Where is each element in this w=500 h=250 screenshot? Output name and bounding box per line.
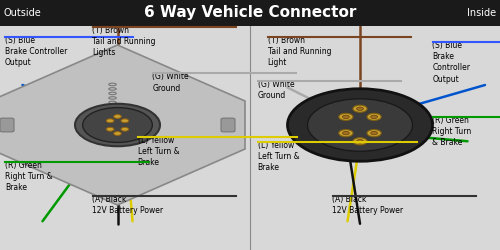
Circle shape <box>106 127 114 131</box>
Text: (S) Blue
Brake
Controller
Output: (S) Blue Brake Controller Output <box>432 41 470 84</box>
Text: (R) Green
Right Turn &
Brake: (R) Green Right Turn & Brake <box>5 161 52 192</box>
FancyBboxPatch shape <box>221 118 235 132</box>
Circle shape <box>356 107 364 110</box>
Text: (T) Brown
Tail and Running
Lights: (T) Brown Tail and Running Lights <box>92 26 156 58</box>
Circle shape <box>353 138 367 145</box>
Circle shape <box>339 130 353 137</box>
FancyBboxPatch shape <box>0 118 14 132</box>
Circle shape <box>114 114 122 118</box>
Circle shape <box>370 132 378 135</box>
Text: (L) Yellow
Left Turn &
Brake: (L) Yellow Left Turn & Brake <box>138 136 179 168</box>
Text: (S) Blue
Brake Controller
Output: (S) Blue Brake Controller Output <box>5 36 68 68</box>
Text: (R) Green
Right Turn
& Brake: (R) Green Right Turn & Brake <box>432 116 472 148</box>
Circle shape <box>342 132 349 135</box>
Text: (G) White
Ground: (G) White Ground <box>258 80 294 100</box>
Circle shape <box>121 127 128 131</box>
Circle shape <box>342 115 349 118</box>
Text: (A) Black
12V Battery Power: (A) Black 12V Battery Power <box>332 195 404 215</box>
Text: (T) Brown
Tail and Running
Light: (T) Brown Tail and Running Light <box>268 36 331 68</box>
Circle shape <box>356 140 364 143</box>
Circle shape <box>308 99 412 151</box>
Text: Outside: Outside <box>4 8 42 18</box>
Circle shape <box>367 130 381 137</box>
Circle shape <box>339 113 353 120</box>
Circle shape <box>370 115 378 118</box>
Circle shape <box>82 108 152 142</box>
FancyBboxPatch shape <box>0 0 500 26</box>
Circle shape <box>114 132 122 136</box>
Text: (L) Yellow
Left Turn &
Brake: (L) Yellow Left Turn & Brake <box>258 141 299 172</box>
Text: (A) Black
12V Battery Power: (A) Black 12V Battery Power <box>92 195 164 215</box>
Circle shape <box>106 119 114 123</box>
Polygon shape <box>0 45 245 205</box>
Circle shape <box>288 89 432 161</box>
Circle shape <box>121 119 128 123</box>
Text: (G) White
Ground: (G) White Ground <box>152 72 189 92</box>
Circle shape <box>367 113 381 120</box>
Text: Inside: Inside <box>467 8 496 18</box>
Circle shape <box>75 104 160 146</box>
Circle shape <box>353 105 367 112</box>
Text: 6 Way Vehicle Connector: 6 Way Vehicle Connector <box>144 6 356 20</box>
